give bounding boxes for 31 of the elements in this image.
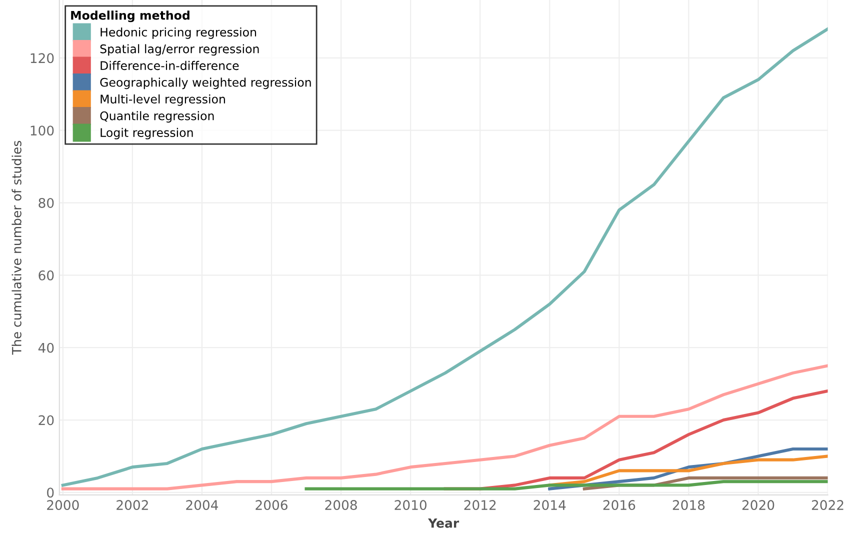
legend-label: Hedonic pricing regression xyxy=(100,27,256,39)
legend-label: Spatial lag/error regression xyxy=(100,44,259,56)
line-series xyxy=(61,27,828,487)
legend-label: Geographically weighted regression xyxy=(100,78,311,90)
x-tick-label: 2022 xyxy=(812,500,844,510)
x-tick-label: 2008 xyxy=(325,500,357,510)
x-tick-label: 2000 xyxy=(47,500,79,510)
legend-title: Modelling method xyxy=(71,10,190,22)
x-tick-label: 2014 xyxy=(534,500,566,510)
line-series xyxy=(61,364,828,490)
x-tick-label: 2002 xyxy=(116,500,148,510)
x-tick-label: 2016 xyxy=(603,500,636,510)
y-tick-label: 60 xyxy=(38,270,54,280)
y-axis-title: The cumulative number of studies xyxy=(12,140,22,355)
legend-label: Quantile regression xyxy=(100,111,214,123)
x-tick-label: 2018 xyxy=(672,500,705,510)
legend-label: Difference-in-difference xyxy=(100,60,239,70)
y-tick-label: 0 xyxy=(47,488,54,498)
x-tick-label: 2012 xyxy=(464,500,496,510)
y-tick-label: 40 xyxy=(38,342,54,353)
x-tick-label: 2006 xyxy=(256,500,288,510)
y-tick-label: 100 xyxy=(30,126,54,136)
x-tick-label: 2004 xyxy=(186,500,218,510)
x-tick-label: 2010 xyxy=(394,500,426,510)
legend-label: Logit regression xyxy=(100,128,193,140)
y-tick-label: 80 xyxy=(38,198,54,208)
x-tick-label: 2020 xyxy=(742,500,774,510)
y-tick-label: 120 xyxy=(30,53,54,64)
y-tick-label: 20 xyxy=(38,415,54,426)
x-axis-title: Year xyxy=(428,518,460,528)
legend-label: Multi-level regression xyxy=(100,94,225,106)
